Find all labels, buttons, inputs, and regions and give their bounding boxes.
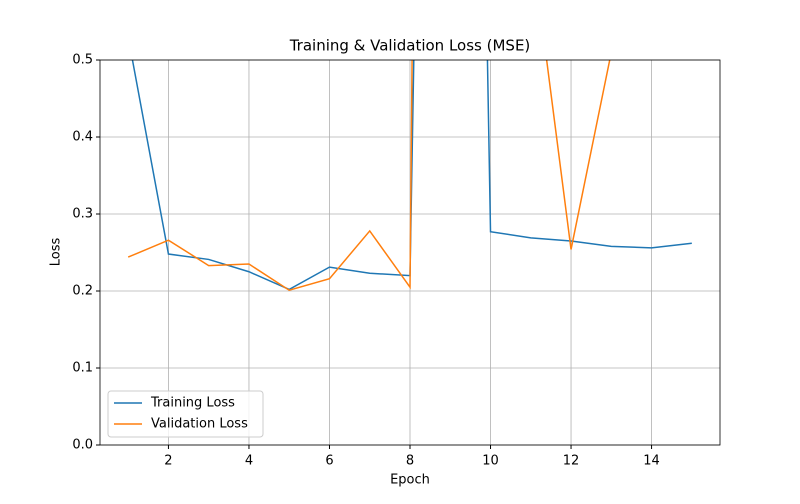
y-tick-label: 0.5 bbox=[72, 53, 93, 68]
x-tick-label: 14 bbox=[643, 454, 660, 469]
y-axis-label: Loss bbox=[49, 238, 64, 267]
x-tick-label: 12 bbox=[563, 454, 580, 469]
x-tick-label: 8 bbox=[406, 454, 414, 469]
x-tick-label: 10 bbox=[482, 454, 499, 469]
y-tick-label: 0.0 bbox=[72, 438, 93, 453]
legend-label: Validation Loss bbox=[151, 417, 248, 432]
x-tick-label: 2 bbox=[164, 454, 172, 469]
chart-title: Training & Validation Loss (MSE) bbox=[289, 37, 531, 55]
legend-label: Training Loss bbox=[150, 396, 235, 411]
plot-area bbox=[127, 60, 692, 292]
x-axis-label: Epoch bbox=[390, 473, 430, 488]
legend: Training Loss Validation Loss bbox=[107, 390, 264, 438]
y-tick-label: 0.3 bbox=[72, 207, 93, 222]
y-tick-label: 0.2 bbox=[72, 284, 93, 299]
legend-box bbox=[107, 390, 264, 438]
x-tick-label: 6 bbox=[325, 454, 333, 469]
y-tick-label: 0.4 bbox=[72, 130, 93, 145]
y-tick-label: 0.1 bbox=[72, 361, 93, 376]
line-series bbox=[127, 60, 611, 292]
x-tick-label: 4 bbox=[245, 454, 253, 469]
